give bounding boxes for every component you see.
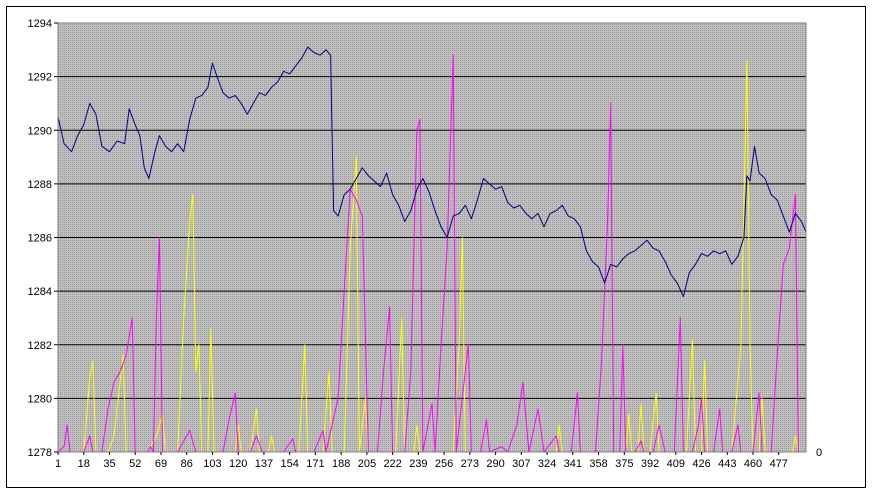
x-tick-label: 358 bbox=[589, 458, 607, 470]
x-tick-label: 460 bbox=[744, 458, 762, 470]
y-tick-label: 1278 bbox=[28, 447, 52, 459]
y-tick-label: 1282 bbox=[28, 340, 52, 352]
x-tick-label: 290 bbox=[486, 458, 504, 470]
y-tick-label: 1280 bbox=[28, 393, 52, 405]
x-tick-label: 35 bbox=[103, 458, 115, 470]
series-line-0 bbox=[57, 46, 807, 297]
x-tick-label: 103 bbox=[203, 458, 221, 470]
series-line-1 bbox=[57, 54, 806, 453]
x-tick-label: 273 bbox=[461, 458, 479, 470]
x-tick-label: 409 bbox=[667, 458, 685, 470]
y-axis: 1278 1280 1282 1284 1286 1288 1290 1292 1294 bbox=[28, 18, 58, 459]
x-tick-label: 1 bbox=[55, 458, 61, 470]
x-tick-label: 341 bbox=[564, 458, 582, 470]
x-tick-label: 477 bbox=[770, 458, 788, 470]
y2-tick-label: 0 bbox=[816, 447, 822, 459]
x-tick-label: 324 bbox=[538, 458, 556, 470]
y-tick-label: 1290 bbox=[28, 125, 52, 137]
x-tick-label: 52 bbox=[129, 458, 141, 470]
y-tick-label: 1286 bbox=[28, 233, 52, 245]
x-tick-label: 222 bbox=[383, 458, 401, 470]
x-tick-label: 443 bbox=[718, 458, 736, 470]
x-tick-label: 137 bbox=[255, 458, 273, 470]
x-tick-label: 392 bbox=[641, 458, 659, 470]
x-tick-label: 205 bbox=[358, 458, 376, 470]
x-tick-label: 307 bbox=[512, 458, 530, 470]
x-axis: 1 18 35 52 69 86 103 120 137 154 171 188 205 222 239 25… bbox=[55, 452, 788, 470]
secondary-y-axis: 0 bbox=[816, 447, 822, 459]
x-tick-label: 239 bbox=[409, 458, 427, 470]
x-tick-label: 375 bbox=[615, 458, 633, 470]
x-tick-label: 171 bbox=[306, 458, 324, 470]
x-tick-label: 18 bbox=[78, 458, 90, 470]
x-tick-label: 426 bbox=[692, 458, 710, 470]
y-tick-label: 1284 bbox=[28, 286, 52, 298]
y-tick-label: 1288 bbox=[28, 179, 52, 191]
y-tick-label: 1294 bbox=[28, 18, 52, 30]
x-tick-label: 120 bbox=[229, 458, 247, 470]
x-tick-label: 256 bbox=[435, 458, 453, 470]
x-tick-label: 69 bbox=[155, 458, 167, 470]
x-tick-label: 154 bbox=[280, 458, 298, 470]
x-tick-label: 86 bbox=[181, 458, 193, 470]
x-tick-label: 188 bbox=[332, 458, 350, 470]
y-tick-label: 1292 bbox=[28, 72, 52, 84]
